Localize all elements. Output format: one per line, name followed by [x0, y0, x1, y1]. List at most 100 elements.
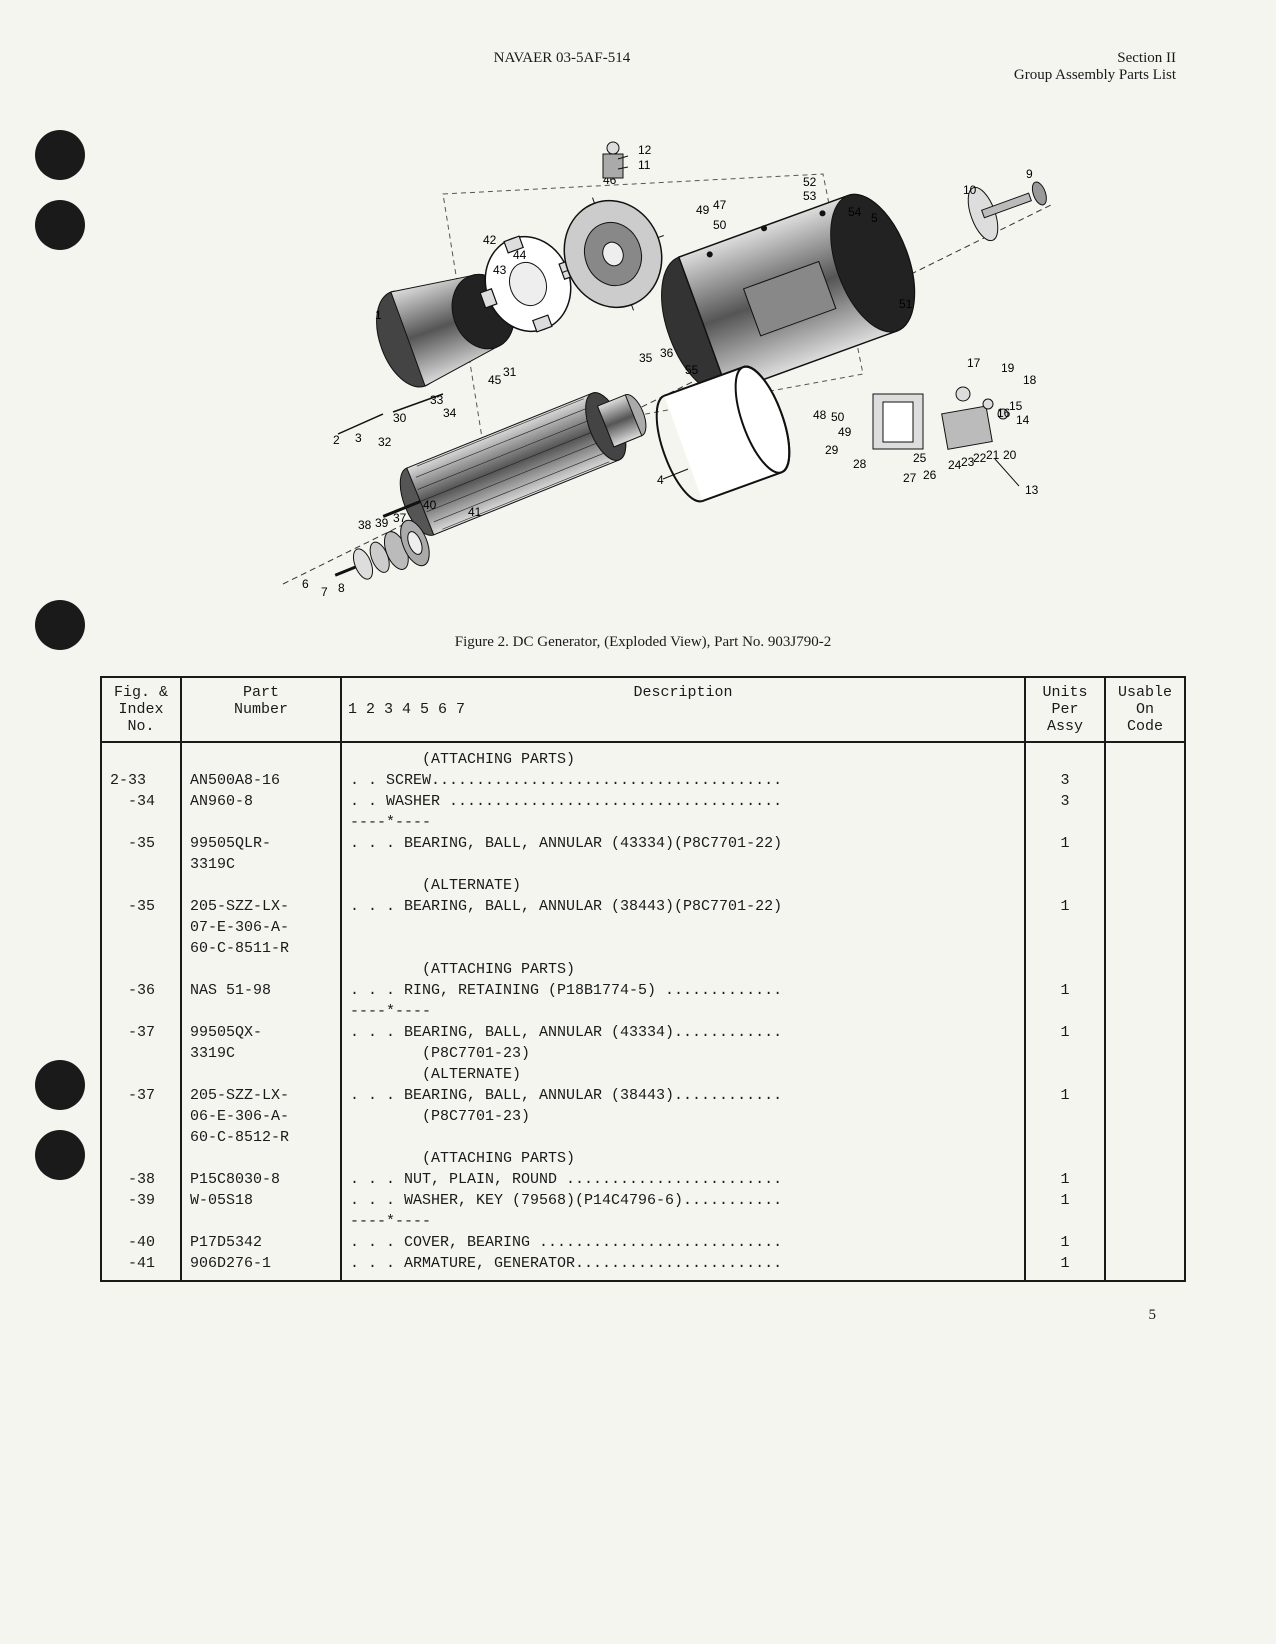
cell-desc: (P8C7701-23)	[341, 1043, 1025, 1064]
cell-code	[1105, 980, 1185, 1001]
callout-15: 15	[1009, 399, 1023, 413]
cell-desc: (ALTERNATE)	[341, 875, 1025, 896]
cell-index: -40	[101, 1232, 181, 1253]
cell-part: AN960-8	[181, 791, 341, 812]
col-header-index: Fig. & Index No.	[101, 677, 181, 742]
cell-code	[1105, 1190, 1185, 1211]
table-row: 06-E-306-A- (P8C7701-23)	[101, 1106, 1185, 1127]
callout-6: 6	[302, 577, 309, 591]
callout-27: 27	[903, 471, 917, 485]
cell-part: 99505QX-	[181, 1022, 341, 1043]
cell-units	[1025, 1043, 1105, 1064]
cell-units	[1025, 938, 1105, 959]
cell-units: 1	[1025, 1022, 1105, 1043]
cell-part: 60-C-8512-R	[181, 1127, 341, 1148]
callout-37: 37	[393, 511, 407, 525]
cell-index	[101, 1043, 181, 1064]
table-row: -34AN960-8. . WASHER ...................…	[101, 791, 1185, 812]
cell-code	[1105, 1148, 1185, 1169]
callout-47: 47	[713, 198, 727, 212]
cell-desc: (ALTERNATE)	[341, 1064, 1025, 1085]
cell-part: AN500A8-16	[181, 770, 341, 791]
callout-1: 1	[375, 308, 382, 322]
cell-part	[181, 959, 341, 980]
callout-22: 22	[973, 451, 987, 465]
cell-code	[1105, 1043, 1185, 1064]
callout-13: 13	[1025, 483, 1039, 497]
cell-index: -39	[101, 1190, 181, 1211]
callout-24: 24	[948, 458, 962, 472]
punch-hole	[35, 1060, 85, 1110]
callout-30: 30	[393, 411, 407, 425]
callout-5: 5	[871, 211, 878, 225]
table-row: -3799505QX-. . . BEARING, BALL, ANNULAR …	[101, 1022, 1185, 1043]
cell-desc: (P8C7701-23)	[341, 1106, 1025, 1127]
cell-units	[1025, 959, 1105, 980]
cell-units	[1025, 1064, 1105, 1085]
table-row: -37205-SZZ-LX-. . . BEARING, BALL, ANNUL…	[101, 1085, 1185, 1106]
callout-19: 19	[1001, 361, 1015, 375]
cell-index	[101, 742, 181, 770]
cell-units	[1025, 1001, 1105, 1022]
section-subtitle: Group Assembly Parts List	[1014, 67, 1176, 84]
parts-table: Fig. & Index No. Part Number Description…	[100, 676, 1186, 1282]
document-number: NAVAER 03-5AF-514	[494, 50, 631, 66]
cell-part: 205-SZZ-LX-	[181, 1085, 341, 1106]
section-title: Section II	[1014, 50, 1176, 67]
punch-hole	[35, 600, 85, 650]
cell-desc	[341, 854, 1025, 875]
callout-32: 32	[378, 435, 392, 449]
callout-40: 40	[423, 498, 437, 512]
cell-code	[1105, 1232, 1185, 1253]
cell-desc: . . . ARMATURE, GENERATOR...............…	[341, 1253, 1025, 1281]
cell-units	[1025, 742, 1105, 770]
table-row: 2-33AN500A8-16. . SCREW.................…	[101, 770, 1185, 791]
cell-desc	[341, 938, 1025, 959]
cell-code	[1105, 1253, 1185, 1281]
table-row: 3319C (P8C7701-23)	[101, 1043, 1185, 1064]
cell-units	[1025, 875, 1105, 896]
cell-code	[1105, 1169, 1185, 1190]
cell-index: -37	[101, 1085, 181, 1106]
callout-29: 29	[825, 443, 839, 457]
callout-31: 31	[503, 365, 517, 379]
cell-part	[181, 1001, 341, 1022]
cell-code	[1105, 1064, 1185, 1085]
cell-index: -37	[101, 1022, 181, 1043]
cell-index	[101, 917, 181, 938]
cell-index	[101, 938, 181, 959]
cell-part: NAS 51-98	[181, 980, 341, 1001]
cell-index	[101, 812, 181, 833]
cell-desc: . . . BEARING, BALL, ANNULAR (43334)....…	[341, 1022, 1025, 1043]
cell-index	[101, 1127, 181, 1148]
cell-units: 1	[1025, 1169, 1105, 1190]
cell-part: 60-C-8511-R	[181, 938, 341, 959]
cell-index	[101, 854, 181, 875]
callout-7: 7	[321, 585, 328, 599]
callout-20: 20	[1003, 448, 1017, 462]
cell-index	[101, 959, 181, 980]
exploded-view-figure: 1 42 43 44	[100, 114, 1186, 614]
table-row: -40P17D5342. . . COVER, BEARING ........…	[101, 1232, 1185, 1253]
cell-code	[1105, 812, 1185, 833]
figure-caption: Figure 2. DC Generator, (Exploded View),…	[100, 634, 1186, 651]
cell-index	[101, 875, 181, 896]
col-header-desc: Description 1 2 3 4 5 6 7	[341, 677, 1025, 742]
punch-hole	[35, 200, 85, 250]
punch-hole	[35, 130, 85, 180]
callout-49b: 49	[838, 425, 852, 439]
callout-4: 4	[657, 473, 664, 487]
cell-desc	[341, 1127, 1025, 1148]
cell-part	[181, 1211, 341, 1232]
table-row: 60-C-8511-R	[101, 938, 1185, 959]
cell-code	[1105, 742, 1185, 770]
page-header: NAVAER 03-5AF-514 Section II Group Assem…	[100, 50, 1186, 84]
cell-desc: (ATTACHING PARTS)	[341, 1148, 1025, 1169]
cell-index: -41	[101, 1253, 181, 1281]
callout-35: 35	[639, 351, 653, 365]
cell-index	[101, 1106, 181, 1127]
callout-39: 39	[375, 516, 389, 530]
callout-21: 21	[986, 448, 1000, 462]
cell-units: 1	[1025, 1232, 1105, 1253]
table-row: 07-E-306-A-	[101, 917, 1185, 938]
